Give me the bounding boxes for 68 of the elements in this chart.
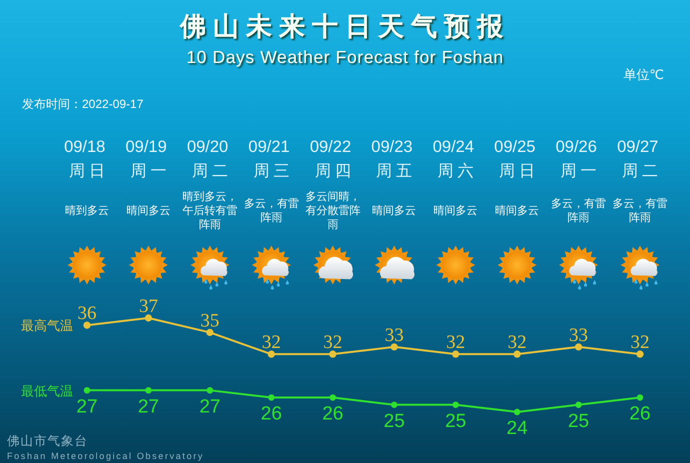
data-label: 35 — [200, 310, 220, 332]
data-label: 27 — [76, 396, 98, 418]
data-label: 32 — [446, 332, 466, 354]
series-label: 最低气温 — [21, 383, 73, 398]
point — [636, 394, 644, 401]
text: 晴间多云 — [434, 204, 478, 217]
text: 晴到多云，午后转有雷阵雨 — [182, 190, 238, 231]
point — [330, 394, 336, 401]
x-tick-label: 09/26 周一 — [556, 138, 602, 180]
data-label: 32 — [630, 332, 650, 354]
data-label: 33 — [384, 324, 404, 346]
data-label: 24 — [506, 418, 528, 439]
text: 多云间晴，有分散雷阵雨 — [305, 190, 360, 231]
data-label: 37 — [138, 296, 158, 317]
text: 发布时间：2022-09-17 — [22, 97, 144, 111]
point — [574, 343, 582, 351]
chart-title: 佛山未来十日天气预报 — [179, 11, 510, 41]
point — [636, 350, 644, 358]
point — [514, 350, 521, 358]
point — [575, 402, 582, 408]
data-label: 27 — [199, 396, 220, 418]
data-label: 33 — [569, 324, 588, 346]
point — [514, 408, 520, 416]
text: 晴间多云 — [372, 204, 416, 217]
point — [391, 402, 398, 408]
point — [144, 314, 152, 322]
data-label: 27 — [138, 396, 160, 418]
point — [206, 387, 214, 394]
data-label: 32 — [508, 332, 527, 354]
series-label: 最高气温 — [21, 318, 73, 334]
point — [452, 350, 460, 358]
text: 单位℃ — [623, 67, 664, 82]
text: 多云，有雷阵雨 — [551, 198, 606, 224]
text: Foshan Meteorological Observatory — [7, 451, 204, 461]
text: 晴到多云 — [65, 204, 109, 217]
point — [390, 343, 398, 351]
text: 晴间多云 — [495, 204, 540, 217]
point — [206, 328, 214, 336]
x-tick-label: 09/25 周日 — [494, 138, 540, 180]
point — [329, 350, 336, 358]
point — [452, 402, 459, 408]
data-label: 32 — [262, 332, 281, 354]
x-tick-label: 09/21 周三 — [248, 138, 294, 180]
point — [145, 387, 152, 394]
x-tick-label: 09/19 周一 — [126, 138, 172, 180]
chart-subtitle: 10 Days Weather Forecast for Foshan — [186, 47, 504, 67]
point — [268, 394, 275, 401]
data-label: 25 — [445, 410, 466, 432]
data-label: 26 — [260, 404, 282, 425]
x-tick-label: 09/22 周四 — [310, 138, 356, 180]
data-label: 26 — [322, 404, 344, 425]
x-tick-label: 09/24 周六 — [432, 138, 479, 180]
x-tick-label: 09/23 周五 — [371, 138, 418, 180]
x-tick-label: 09/20 周二 — [186, 138, 233, 180]
data-label: 25 — [384, 410, 405, 432]
point — [83, 322, 91, 329]
point — [268, 350, 275, 358]
x-tick-label: 09/18 周日 — [64, 138, 110, 180]
data-label: 26 — [629, 404, 651, 425]
text: 晴间多云 — [126, 204, 170, 217]
data-label: 32 — [323, 332, 342, 354]
text: 多云，有雷阵雨 — [612, 198, 668, 224]
data-label: 25 — [568, 410, 590, 432]
x-tick-label: 09/27 周二 — [617, 138, 663, 180]
point — [84, 387, 90, 394]
data-label: 36 — [78, 303, 96, 324]
text: 多云，有雷阵雨 — [244, 198, 299, 224]
text: 佛山市气象台 — [7, 434, 88, 448]
